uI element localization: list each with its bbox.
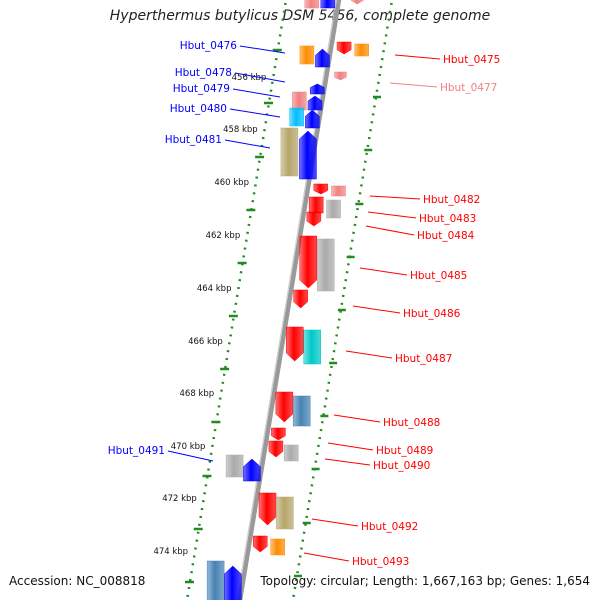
- gene-arrow: [307, 95, 323, 111]
- leader-line: [311, 518, 359, 527]
- gene-label: Hbut_0493: [352, 556, 409, 568]
- gene-label: Hbut_0476: [180, 40, 238, 52]
- gene-label: Hbut_0492: [361, 521, 418, 533]
- gene-block: [276, 496, 294, 530]
- gene-label: Hbut_0487: [395, 353, 452, 365]
- gene-arrow: [306, 211, 322, 227]
- leader-line: [167, 450, 214, 462]
- gene-block: [289, 107, 304, 127]
- gene-label: Hbut_0480: [170, 103, 227, 115]
- gene-block: [292, 395, 311, 427]
- gene-arrow: [275, 391, 294, 423]
- gene-label: Hbut_0485: [410, 270, 467, 282]
- map-title: Hyperthermus butylicus DSM 5456, complet…: [109, 8, 491, 24]
- gene-label: Hbut_0477: [440, 82, 497, 94]
- gene-arrow: [299, 235, 318, 289]
- gene-label: Hbut_0489: [376, 445, 433, 457]
- leader-line: [229, 108, 281, 118]
- gene-arrow: [258, 492, 277, 526]
- gene-arrow: [305, 109, 320, 129]
- gene-arrow: [285, 326, 304, 362]
- leader-line: [369, 195, 421, 200]
- gene-block: [280, 127, 299, 177]
- leader-line: [365, 225, 415, 236]
- gene-block: [299, 45, 315, 65]
- leader-line: [394, 54, 441, 60]
- leader-line: [224, 139, 271, 149]
- gene-block: [284, 444, 299, 462]
- gene-block: [308, 196, 324, 214]
- leader-line: [345, 350, 393, 359]
- topology-text: Topology: circular; Length: 1,667,163 bp…: [260, 574, 590, 588]
- gene-label: Hbut_0481: [165, 134, 222, 146]
- backbone-shadow: [236, 0, 337, 600]
- gene-block: [331, 185, 346, 197]
- gene-arrow: [350, 0, 364, 5]
- leader-line: [239, 45, 286, 54]
- leader-line: [327, 442, 374, 451]
- tick-label: 472 kbp: [162, 494, 197, 504]
- gene-label: Hbut_0486: [403, 308, 461, 320]
- gene-arrow: [268, 440, 284, 458]
- gene-block: [317, 238, 335, 292]
- gene-arrow: [310, 83, 325, 95]
- gene-block: [320, 0, 336, 9]
- gene-label: Hbut_0479: [173, 83, 230, 95]
- gene-label: Hbut_0475: [443, 54, 500, 66]
- gene-label: Hbut_0488: [383, 417, 440, 429]
- gene-block: [270, 538, 285, 556]
- leader-line: [232, 88, 281, 98]
- gene-arrow: [271, 427, 286, 441]
- leader-line: [359, 267, 408, 276]
- gene-arrow: [252, 535, 268, 553]
- gene-arrow: [243, 458, 261, 482]
- gene-arrow: [315, 48, 330, 68]
- gene-label: Hbut_0483: [419, 213, 476, 225]
- leader-line: [234, 72, 286, 83]
- gene-label: Hbut_0490: [373, 460, 430, 472]
- gene-arrow: [299, 130, 317, 180]
- gene-block: [206, 560, 225, 600]
- leader-line: [324, 458, 371, 466]
- gene-arrow: [224, 565, 242, 600]
- gene-arrow: [293, 289, 308, 309]
- gene-block: [326, 199, 341, 219]
- gene-block: [303, 329, 321, 365]
- tick-label: 470 kbp: [171, 442, 206, 452]
- tick-label: 464 kbp: [197, 284, 232, 294]
- gene-block: [354, 43, 369, 57]
- gene-label: Hbut_0484: [417, 230, 475, 242]
- gene-label: Hbut_0491: [108, 445, 165, 457]
- backbone-track: [237, 0, 342, 600]
- tick-label: 468 kbp: [180, 389, 215, 399]
- tick-label: 462 kbp: [206, 231, 241, 241]
- tick-label: 460 kbp: [214, 178, 249, 188]
- tick-label: 466 kbp: [188, 337, 223, 347]
- gene-block: [225, 454, 244, 478]
- tick-label: 458 kbp: [223, 125, 258, 135]
- leader-line: [333, 414, 381, 423]
- gene-label: Hbut_0482: [423, 194, 480, 206]
- accession-text: Accession: NC_008818: [9, 574, 146, 588]
- gene-arrow: [313, 183, 329, 195]
- gene-block: [292, 91, 307, 111]
- leader-line: [389, 82, 438, 88]
- gene-arrow: [336, 41, 352, 55]
- leader-line: [352, 305, 401, 314]
- leader-line: [303, 552, 350, 562]
- gene-label: Hbut_0478: [175, 67, 232, 79]
- gene-block: [304, 0, 320, 9]
- tick-label: 456 kbp: [232, 73, 267, 83]
- tick-label: 474 kbp: [153, 547, 188, 557]
- leader-line: [367, 211, 417, 219]
- gene-arrow: [334, 71, 347, 81]
